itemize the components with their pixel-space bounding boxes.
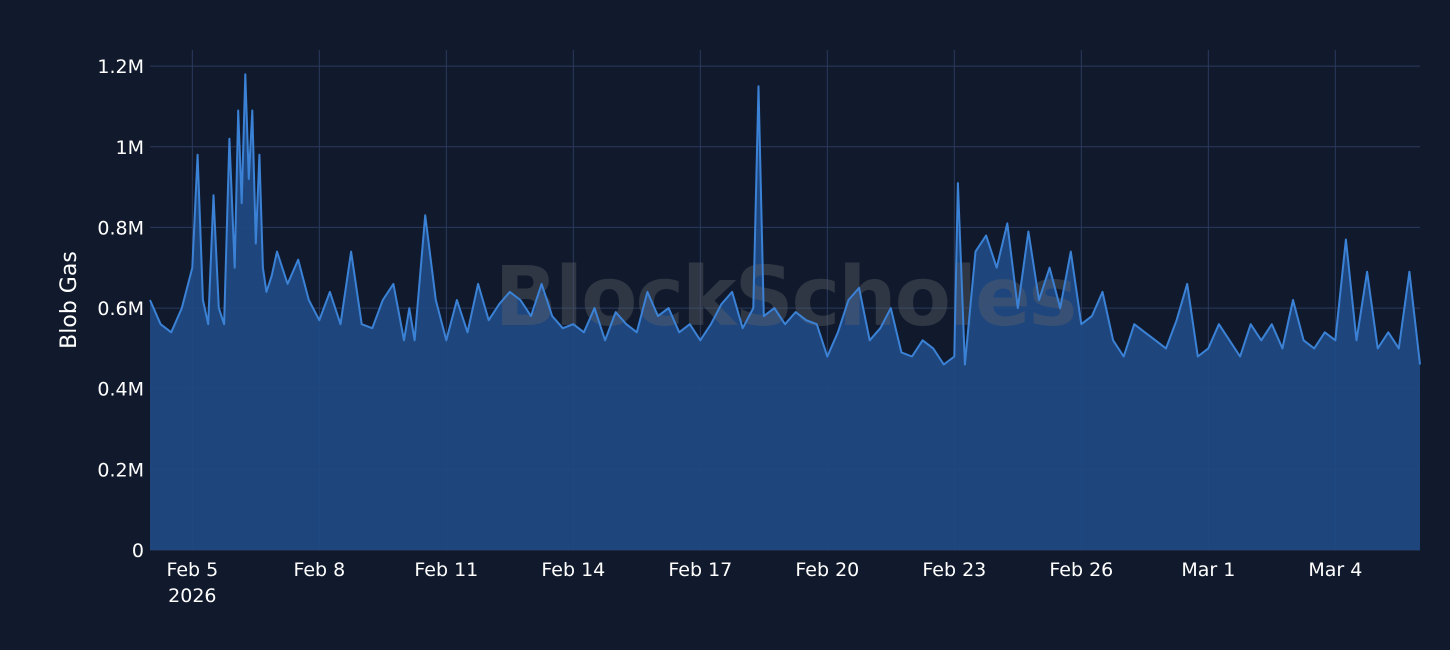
y-tick-label: 0.6M xyxy=(97,298,144,320)
y-tick-label: 1M xyxy=(116,137,144,159)
x-tick-label: Mar 1 xyxy=(1181,559,1235,581)
x-tick-label: Feb 26 xyxy=(1049,559,1113,581)
x-tick-label: Feb 23 xyxy=(922,559,986,581)
x-tick-label: Feb 14 xyxy=(541,559,605,581)
y-tick-label: 1.2M xyxy=(97,56,144,78)
y-tick-label: 0.2M xyxy=(97,459,144,481)
y-tick-labels: 0 0.2M 0.4M 0.6M 0.8M 1M 1.2M xyxy=(97,56,144,562)
blob-gas-area xyxy=(150,74,1420,550)
x-tick-label: Mar 4 xyxy=(1308,559,1362,581)
blob-gas-line xyxy=(149,73,1421,366)
y-tick-label: 0.8M xyxy=(97,217,144,239)
y-tick-label: 0.4M xyxy=(97,379,144,401)
x-tick-label: Feb 20 xyxy=(795,559,859,581)
x-tick-label: Feb 8 xyxy=(293,559,345,581)
y-tick-label: 0 xyxy=(132,540,144,562)
x-tick-sublabel: 2026 xyxy=(168,585,216,607)
x-tick-label: Feb 5 xyxy=(166,559,218,581)
y-axis-title: Blob Gas xyxy=(57,251,82,349)
x-tick-label: Feb 11 xyxy=(414,559,478,581)
x-tick-label: Feb 17 xyxy=(668,559,732,581)
watermark-text: BlockScholes xyxy=(495,250,1076,345)
x-tick-labels: Feb 5 2026 Feb 8 Feb 11 Feb 14 Feb 17 Feb 20 Fe… xyxy=(166,559,1362,607)
